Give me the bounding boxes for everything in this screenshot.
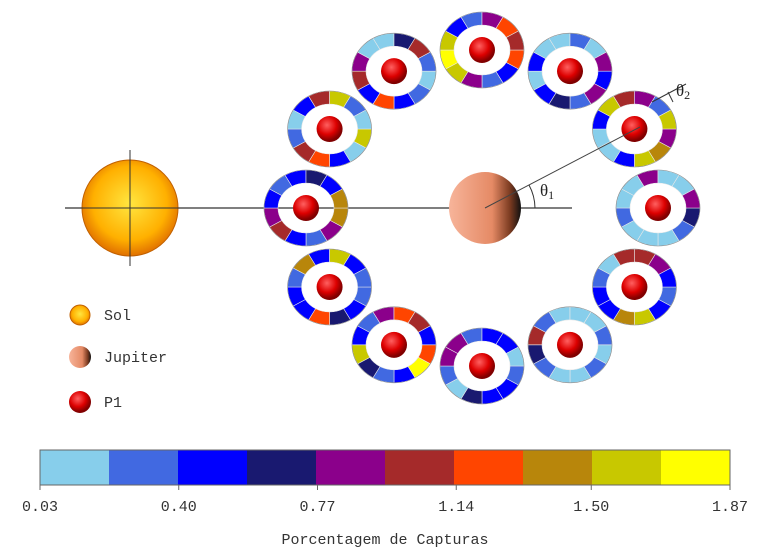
p1 bbox=[469, 353, 495, 379]
ring-outline bbox=[439, 327, 525, 405]
p1 bbox=[621, 116, 648, 142]
ring-outline bbox=[263, 169, 349, 247]
colorbar: 0.03 0.40 0.77 1.14 1.50 1.87 bbox=[22, 449, 748, 516]
tick-label: 0.40 bbox=[161, 499, 197, 516]
p1 bbox=[645, 195, 671, 221]
ring-outline bbox=[592, 248, 677, 326]
colorbar-title: Porcentagem de Capturas bbox=[281, 532, 488, 549]
colorbar-cell bbox=[661, 450, 730, 485]
tick-label: 1.87 bbox=[712, 499, 748, 516]
colorbar-cell bbox=[592, 450, 661, 485]
p1 bbox=[293, 195, 319, 221]
p1 bbox=[316, 274, 343, 300]
colorbar-cell bbox=[316, 450, 385, 485]
ring-outline bbox=[615, 169, 701, 247]
p1 bbox=[316, 116, 343, 142]
tick-label: 0.77 bbox=[299, 499, 335, 516]
legend-label: P1 bbox=[104, 395, 122, 412]
legend-jupiter bbox=[69, 346, 91, 368]
ring-outline bbox=[439, 11, 525, 89]
ring-outline bbox=[527, 32, 613, 110]
angle-label: θ2 bbox=[676, 81, 690, 102]
ring-outline bbox=[592, 90, 677, 168]
tick-label: 0.03 bbox=[22, 499, 58, 516]
colorbar-cell bbox=[178, 450, 247, 485]
p1 bbox=[557, 58, 583, 85]
p1 bbox=[469, 37, 495, 63]
legend-label: Sol bbox=[104, 308, 131, 325]
ring-outline bbox=[351, 306, 437, 384]
angle-arc bbox=[528, 184, 536, 209]
ring-outline bbox=[287, 248, 372, 326]
angle-ray bbox=[484, 126, 641, 209]
ring-outline bbox=[527, 306, 613, 384]
colorbar-cell bbox=[40, 450, 109, 485]
p1 bbox=[621, 274, 648, 300]
legend-label: Jupiter bbox=[104, 350, 167, 367]
ring-outline bbox=[287, 90, 372, 168]
p1 bbox=[381, 58, 407, 85]
angle-arc bbox=[667, 91, 674, 103]
tick-label: 1.14 bbox=[438, 499, 474, 516]
rings bbox=[263, 11, 701, 405]
angle-label: θ1 bbox=[540, 181, 554, 202]
legend-p1 bbox=[69, 391, 91, 413]
ring-outline bbox=[351, 32, 437, 110]
colorbar-cell bbox=[247, 450, 316, 485]
colorbar-cell bbox=[385, 450, 454, 485]
colorbar-cell bbox=[454, 450, 523, 485]
colorbar-cell bbox=[523, 450, 592, 485]
tick-label: 1.50 bbox=[573, 499, 609, 516]
p1 bbox=[381, 331, 407, 358]
p1 bbox=[557, 331, 583, 358]
colorbar-frame bbox=[39, 449, 731, 486]
legend-sun bbox=[69, 304, 91, 326]
colorbar-cell bbox=[109, 450, 178, 485]
